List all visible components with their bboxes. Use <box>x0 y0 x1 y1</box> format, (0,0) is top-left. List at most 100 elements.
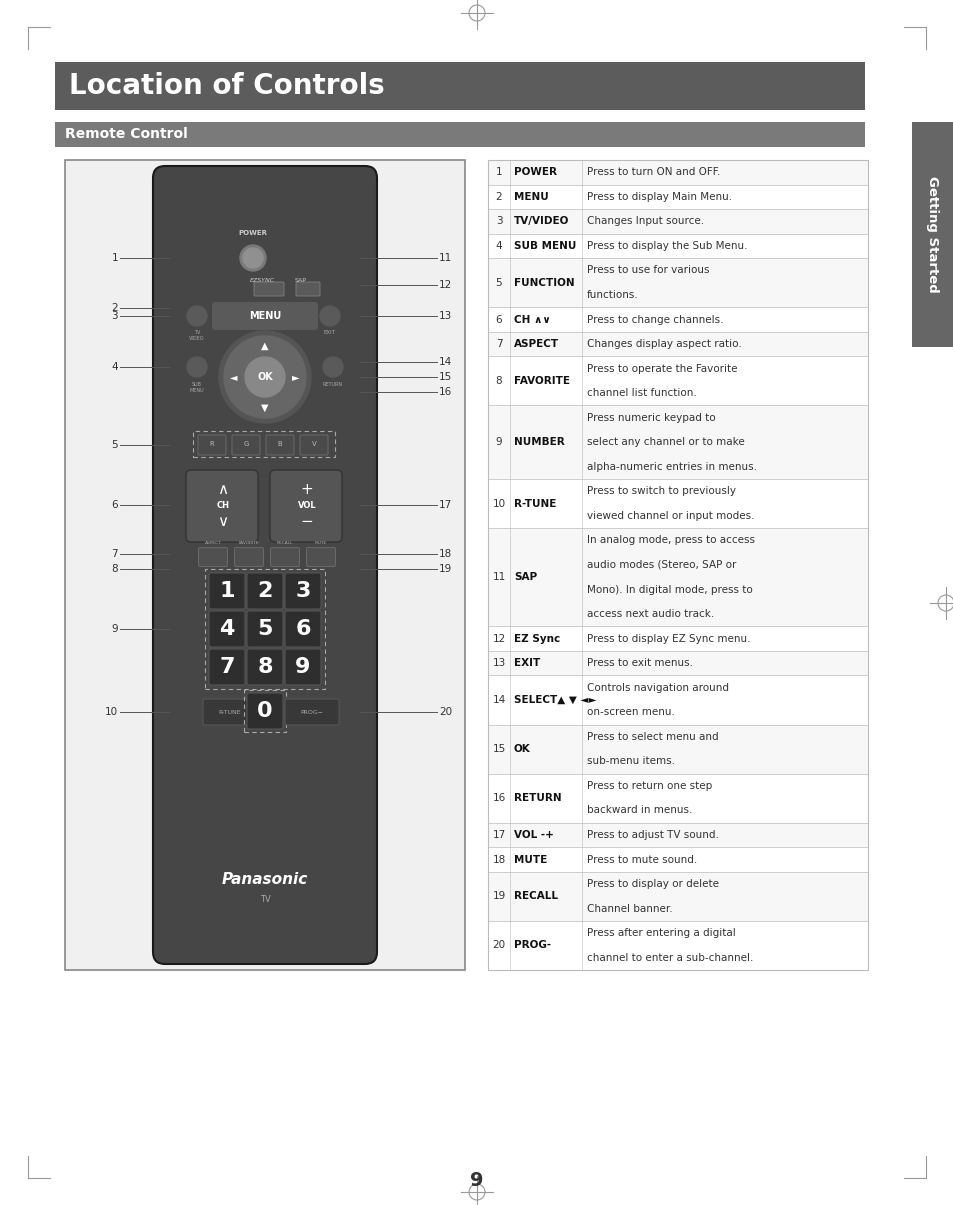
Text: V: V <box>312 441 316 447</box>
Text: 4: 4 <box>219 619 234 639</box>
Bar <box>65 160 464 970</box>
Text: R-TUNE: R-TUNE <box>218 710 241 715</box>
Text: 1: 1 <box>496 167 502 177</box>
FancyBboxPatch shape <box>212 302 317 330</box>
Text: select any channel or to make: select any channel or to make <box>586 437 744 447</box>
Text: ►: ► <box>292 372 299 382</box>
Text: R-TUNE: R-TUNE <box>514 499 556 509</box>
Text: PROG-: PROG- <box>514 940 551 951</box>
Text: 15: 15 <box>492 745 505 754</box>
FancyBboxPatch shape <box>209 611 245 647</box>
Text: Press to turn ON and OFF.: Press to turn ON and OFF. <box>586 167 720 177</box>
FancyBboxPatch shape <box>247 574 283 609</box>
Text: Press to display the Sub Menu.: Press to display the Sub Menu. <box>586 241 747 251</box>
Text: 8: 8 <box>257 657 273 677</box>
Text: 1: 1 <box>219 581 234 601</box>
Text: 3: 3 <box>112 311 118 321</box>
Text: 6: 6 <box>294 619 311 639</box>
Text: EXIT: EXIT <box>324 330 335 335</box>
FancyBboxPatch shape <box>285 649 320 684</box>
Text: Press to use for various: Press to use for various <box>586 265 709 276</box>
Text: Controls navigation around: Controls navigation around <box>586 683 728 693</box>
Text: 14: 14 <box>438 357 452 368</box>
Text: Press to display EZ Sync menu.: Press to display EZ Sync menu. <box>586 634 750 643</box>
Text: Changes Input source.: Changes Input source. <box>586 217 703 227</box>
Text: 20: 20 <box>438 707 452 717</box>
Text: 12: 12 <box>492 634 505 643</box>
Text: TV
VIDEO: TV VIDEO <box>189 330 205 341</box>
FancyBboxPatch shape <box>247 611 283 647</box>
Text: POWER: POWER <box>514 167 557 177</box>
Bar <box>55 61 864 110</box>
Text: Press to change channels.: Press to change channels. <box>586 315 722 324</box>
Text: ▼: ▼ <box>261 402 269 413</box>
Text: FAVORITE: FAVORITE <box>514 376 569 386</box>
Bar <box>488 357 867 405</box>
Text: 13: 13 <box>438 311 452 321</box>
Text: 2: 2 <box>496 192 502 201</box>
FancyBboxPatch shape <box>271 547 299 566</box>
Text: 13: 13 <box>492 658 505 669</box>
Text: 16: 16 <box>492 793 505 804</box>
Text: MUTE: MUTE <box>514 854 547 864</box>
FancyBboxPatch shape <box>247 649 283 684</box>
Text: 18: 18 <box>438 549 452 559</box>
Bar <box>205 569 325 689</box>
Circle shape <box>240 245 266 271</box>
FancyBboxPatch shape <box>203 699 256 725</box>
Circle shape <box>319 306 339 327</box>
Bar <box>488 847 867 872</box>
Circle shape <box>243 248 263 268</box>
Text: RETURN: RETURN <box>323 382 343 387</box>
FancyBboxPatch shape <box>209 649 245 684</box>
Text: 10: 10 <box>105 707 118 717</box>
FancyBboxPatch shape <box>234 547 263 566</box>
FancyBboxPatch shape <box>253 282 284 296</box>
Text: 19: 19 <box>438 564 452 574</box>
Text: Press to display Main Menu.: Press to display Main Menu. <box>586 192 731 201</box>
Text: B: B <box>277 441 282 447</box>
Text: audio modes (Stereo, SAP or: audio modes (Stereo, SAP or <box>586 560 736 570</box>
Text: FAVORITE: FAVORITE <box>238 541 259 545</box>
Text: 4: 4 <box>496 241 502 251</box>
Text: 9: 9 <box>295 657 311 677</box>
Text: sub-menu items.: sub-menu items. <box>586 757 675 766</box>
Text: 11: 11 <box>492 572 505 582</box>
Text: Panasonic: Panasonic <box>222 872 308 888</box>
Text: 8: 8 <box>112 564 118 574</box>
Text: Channel banner.: Channel banner. <box>586 904 672 913</box>
Text: ASPECT: ASPECT <box>514 339 558 349</box>
Bar <box>55 122 864 147</box>
Bar <box>244 690 286 731</box>
Text: MENU: MENU <box>249 311 281 321</box>
Text: In analog mode, press to access: In analog mode, press to access <box>586 535 754 546</box>
Text: 2: 2 <box>112 302 118 313</box>
FancyBboxPatch shape <box>198 435 226 455</box>
Bar <box>488 774 867 823</box>
Text: Press to return one step: Press to return one step <box>586 781 712 790</box>
Bar <box>488 480 867 528</box>
Text: PROG−: PROG− <box>300 710 323 715</box>
Bar <box>488 184 867 210</box>
Circle shape <box>187 306 207 327</box>
Text: Press to switch to previously: Press to switch to previously <box>586 487 735 496</box>
FancyBboxPatch shape <box>186 470 257 542</box>
Circle shape <box>245 357 285 396</box>
Bar <box>488 823 867 847</box>
Text: EZ Sync: EZ Sync <box>514 634 559 643</box>
FancyBboxPatch shape <box>270 470 341 542</box>
FancyBboxPatch shape <box>306 547 335 566</box>
FancyBboxPatch shape <box>232 435 260 455</box>
Text: 7: 7 <box>112 549 118 559</box>
Text: 9: 9 <box>496 437 502 447</box>
Text: +: + <box>300 482 313 496</box>
Text: 0: 0 <box>257 701 273 721</box>
Text: access next audio track.: access next audio track. <box>586 609 714 619</box>
FancyBboxPatch shape <box>247 693 283 729</box>
Text: channel to enter a sub-channel.: channel to enter a sub-channel. <box>586 953 753 963</box>
Text: R: R <box>210 441 214 447</box>
Text: 12: 12 <box>438 280 452 290</box>
Text: 20: 20 <box>492 940 505 951</box>
Text: EXIT: EXIT <box>514 658 539 669</box>
Bar <box>911 122 953 347</box>
